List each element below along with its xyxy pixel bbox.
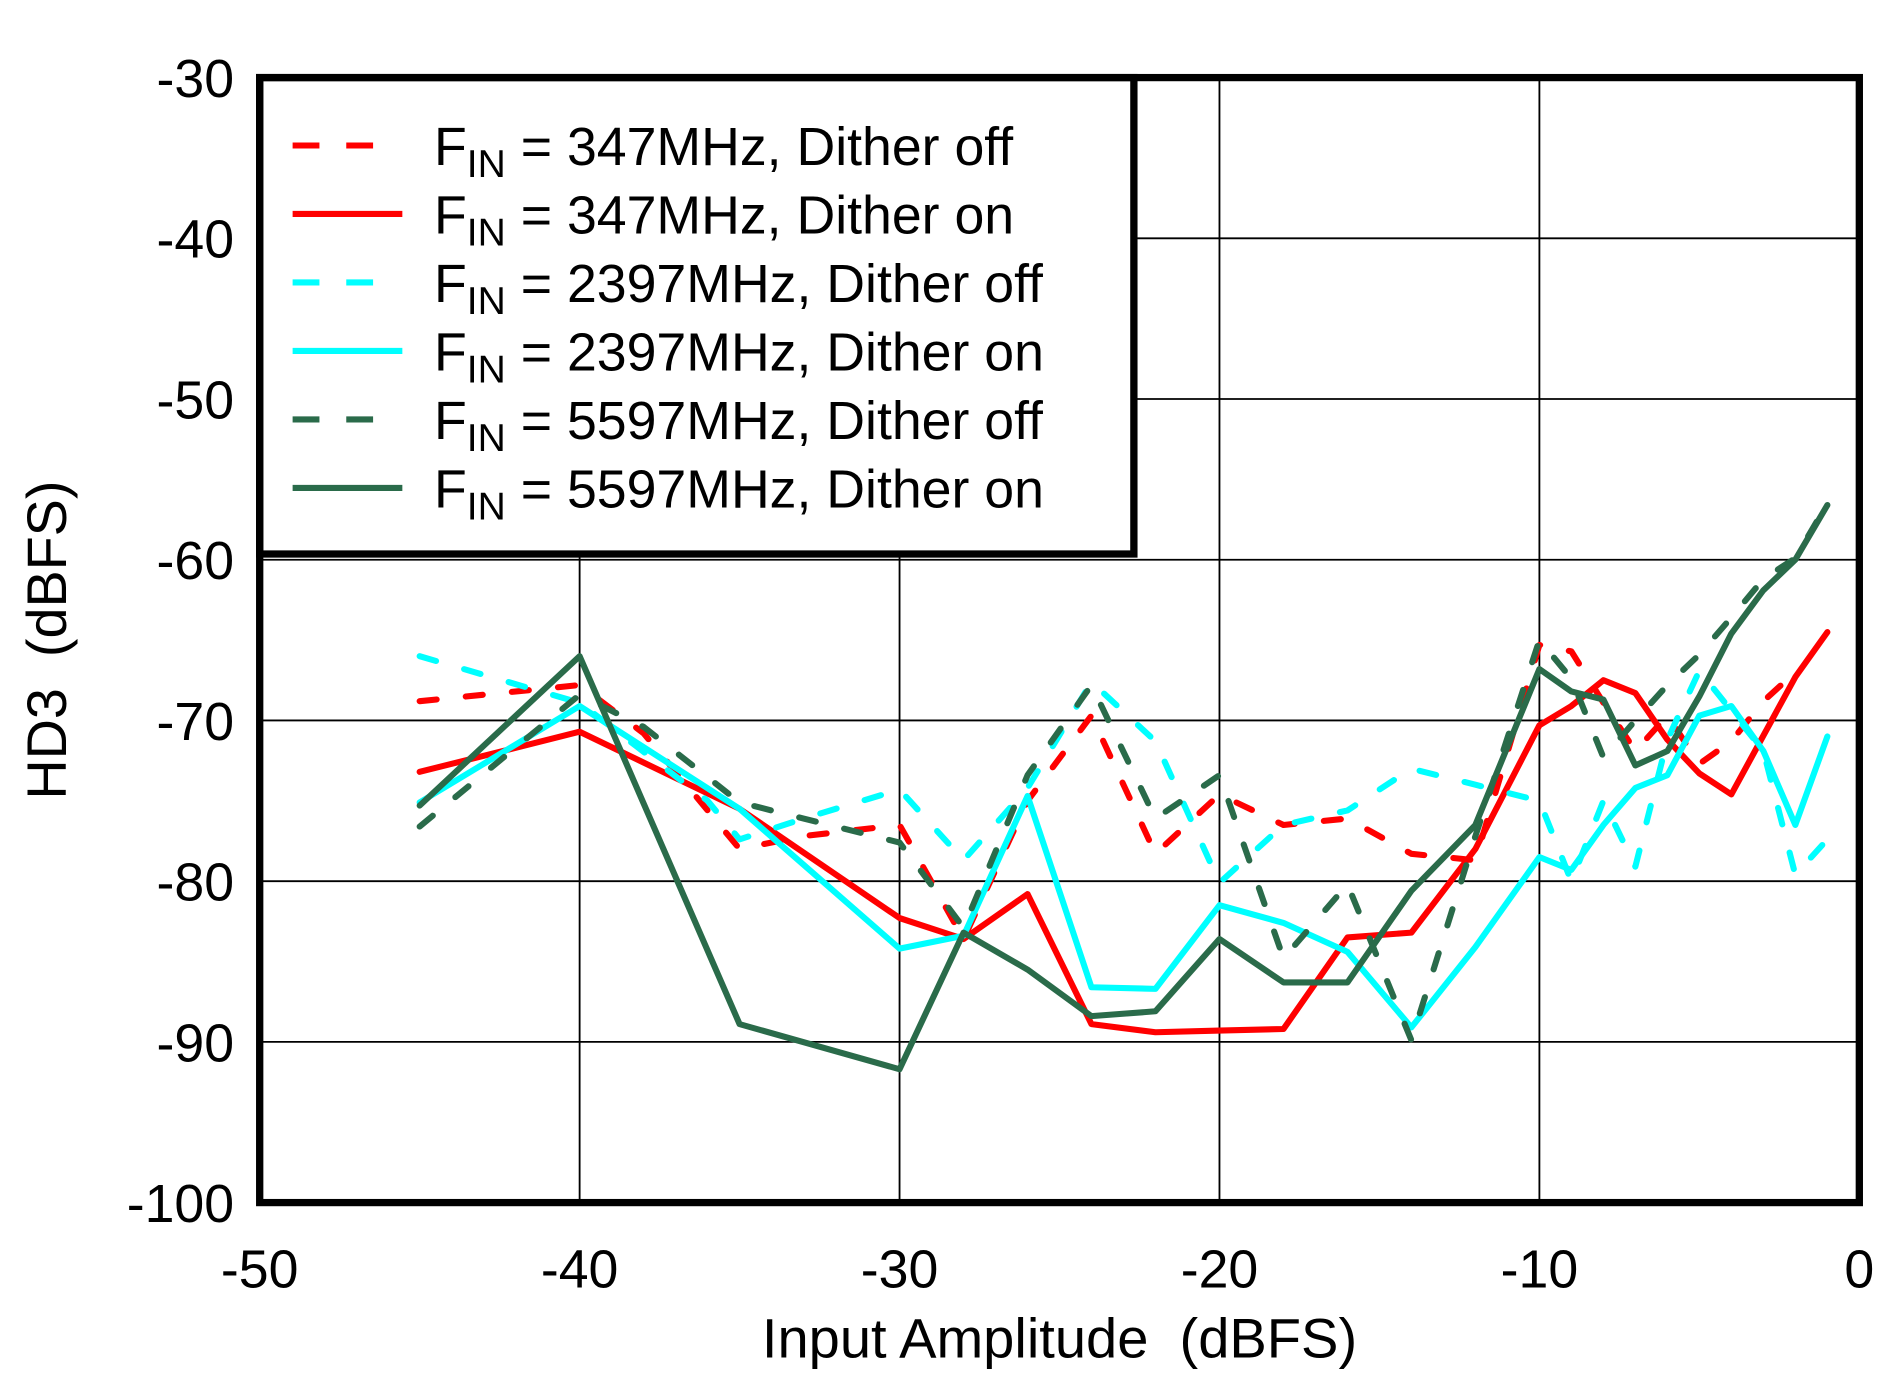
legend-label-suffix: = 5597MHz, Dither on bbox=[506, 460, 1044, 519]
series-line-5 bbox=[416, 502, 1831, 1073]
legend-label-suffix: = 2397MHz, Dither off bbox=[506, 255, 1043, 314]
x-axis-label: Input Amplitude (dBFS) bbox=[762, 1307, 1357, 1370]
legend-label-suffix: = 5597MHz, Dither off bbox=[506, 392, 1043, 451]
legend-label-prefix: F bbox=[434, 255, 467, 314]
series-line-4 bbox=[416, 500, 1831, 1044]
x-tick-labels: -50 -40 -30 -20 -10 0 bbox=[221, 1241, 1874, 1300]
y-axis-label: HD3 (dBFS) bbox=[15, 481, 78, 800]
legend-label-suffix: = 347MHz, Dither off bbox=[506, 118, 1013, 177]
legend-label-subscript: IN bbox=[467, 349, 506, 392]
legend-item: FIN = 5597MHz, Dither off bbox=[292, 392, 1043, 460]
legend-label: FIN = 2397MHz, Dither on bbox=[434, 323, 1044, 391]
legend-label-prefix: F bbox=[434, 118, 467, 177]
y-tick-label: -80 bbox=[157, 854, 235, 913]
legend-box bbox=[256, 73, 1138, 558]
y-tick-label: -100 bbox=[127, 1175, 234, 1234]
x-tick-label: -50 bbox=[221, 1241, 299, 1300]
y-tick-label: -70 bbox=[157, 693, 235, 752]
legend-label-prefix: F bbox=[434, 186, 467, 245]
legend-label-subscript: IN bbox=[467, 143, 506, 186]
legend-item: FIN = 5597MHz, Dither on bbox=[292, 460, 1044, 528]
legend-label: FIN = 5597MHz, Dither off bbox=[434, 392, 1043, 460]
x-tick-label: -30 bbox=[861, 1241, 939, 1300]
plot-frame bbox=[256, 73, 1863, 1207]
series-line-2 bbox=[416, 653, 1831, 886]
series-line-3 bbox=[416, 703, 1831, 1031]
legend-item: FIN = 347MHz, Dither off bbox=[292, 118, 1013, 186]
legend-label-subscript: IN bbox=[467, 486, 506, 529]
legend-label-suffix: = 347MHz, Dither on bbox=[506, 186, 1014, 245]
legend-label-subscript: IN bbox=[467, 280, 506, 323]
x-tick-label: -20 bbox=[1181, 1241, 1259, 1300]
legend-label-prefix: F bbox=[434, 460, 467, 519]
series-lines bbox=[416, 500, 1831, 1073]
legend-item: FIN = 2397MHz, Dither off bbox=[292, 255, 1043, 323]
y-tick-label: -90 bbox=[157, 1014, 235, 1073]
y-tick-labels: -30 -40 -50 -60 -70 -80 -90 -100 bbox=[127, 50, 234, 1234]
y-tick-label: -40 bbox=[157, 211, 235, 270]
legend-label: FIN = 2397MHz, Dither off bbox=[434, 255, 1043, 323]
legend-label-prefix: F bbox=[434, 392, 467, 451]
y-tick-label: -50 bbox=[157, 372, 235, 431]
legend-label-prefix: F bbox=[434, 323, 467, 382]
legend-label: FIN = 347MHz, Dither off bbox=[434, 118, 1013, 186]
legend-item: FIN = 2397MHz, Dither on bbox=[292, 323, 1044, 391]
y-tick-label: -30 bbox=[157, 50, 235, 109]
x-tick-label: 0 bbox=[1844, 1241, 1874, 1300]
legend-label: FIN = 5597MHz, Dither on bbox=[434, 460, 1044, 528]
legend-label-suffix: = 2397MHz, Dither on bbox=[506, 323, 1044, 382]
y-tick-label: -60 bbox=[157, 532, 235, 591]
legend-label-subscript: IN bbox=[467, 212, 506, 255]
x-tick-label: -10 bbox=[1501, 1241, 1579, 1300]
x-tick-label: -40 bbox=[541, 1241, 619, 1300]
legend-label: FIN = 347MHz, Dither on bbox=[434, 186, 1014, 254]
legend-item: FIN = 347MHz, Dither on bbox=[292, 186, 1014, 254]
legend-label-subscript: IN bbox=[467, 417, 506, 460]
